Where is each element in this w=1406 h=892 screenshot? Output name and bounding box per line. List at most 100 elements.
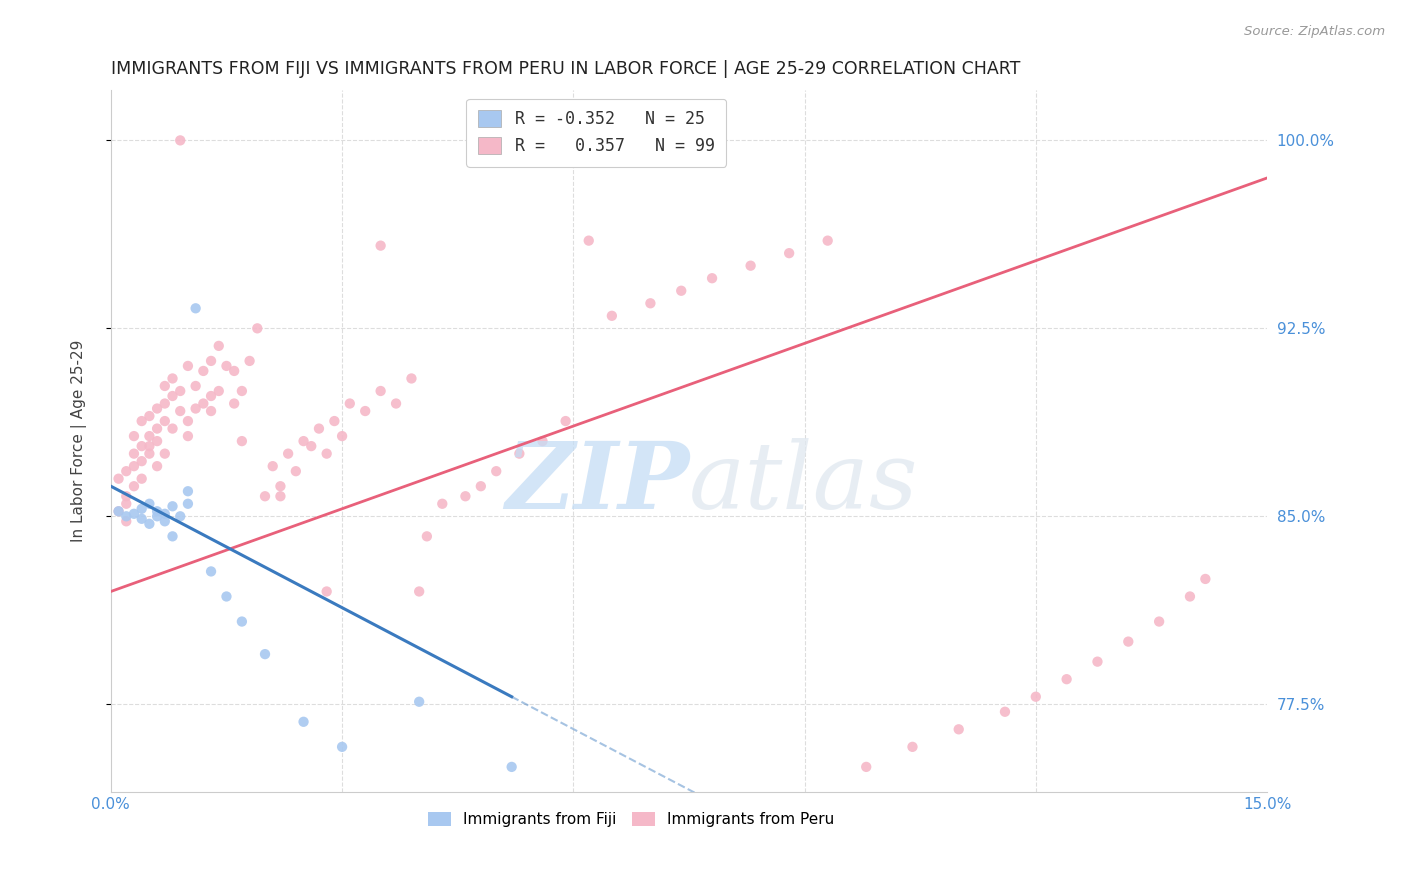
Point [817, 234, 839, 248]
Point [208, 339, 231, 353]
Point [416, 529, 439, 543]
Point [554, 414, 576, 428]
Point [131, 472, 153, 486]
Point [215, 590, 238, 604]
Point [107, 504, 129, 518]
Point [162, 421, 184, 435]
Point [177, 414, 200, 428]
Point [855, 760, 877, 774]
Point [292, 714, 315, 729]
Point [432, 497, 454, 511]
Point [131, 439, 153, 453]
Point [508, 447, 530, 461]
Text: ZIP: ZIP [505, 438, 689, 528]
Point [153, 396, 176, 410]
Point [131, 414, 153, 428]
Point [122, 479, 145, 493]
Point [193, 396, 215, 410]
Point [146, 459, 169, 474]
Point [107, 472, 129, 486]
Point [262, 459, 284, 474]
Point [948, 723, 970, 737]
Point [401, 371, 423, 385]
Point [200, 565, 222, 579]
Point [146, 401, 169, 416]
Point [169, 384, 191, 398]
Point [569, 138, 592, 153]
Legend: Immigrants from Fiji, Immigrants from Peru: Immigrants from Fiji, Immigrants from Pe… [422, 805, 841, 833]
Point [122, 447, 145, 461]
Point [253, 647, 276, 661]
Text: atlas: atlas [689, 438, 918, 528]
Point [1178, 590, 1201, 604]
Point [153, 507, 176, 521]
Point [385, 396, 408, 410]
Point [122, 429, 145, 443]
Point [138, 516, 160, 531]
Point [115, 489, 138, 503]
Point [138, 497, 160, 511]
Point [224, 364, 246, 378]
Point [339, 396, 361, 410]
Point [138, 447, 160, 461]
Point [200, 404, 222, 418]
Point [184, 301, 207, 316]
Point [115, 497, 138, 511]
Point [231, 615, 253, 629]
Point [370, 384, 392, 398]
Point [138, 439, 160, 453]
Point [177, 484, 200, 499]
Point [146, 509, 169, 524]
Point [224, 396, 246, 410]
Point [122, 459, 145, 474]
Point [470, 479, 492, 493]
Point [485, 464, 508, 478]
Point [1087, 655, 1109, 669]
Point [138, 409, 160, 423]
Point [177, 359, 200, 373]
Point [246, 321, 269, 335]
Point [153, 379, 176, 393]
Point [292, 434, 315, 449]
Point [299, 439, 322, 453]
Point [162, 529, 184, 543]
Point [193, 364, 215, 378]
Point [153, 414, 176, 428]
Point [531, 434, 554, 449]
Point [122, 507, 145, 521]
Point [131, 501, 153, 516]
Point [253, 489, 276, 503]
Point [153, 514, 176, 528]
Point [1025, 690, 1047, 704]
Point [700, 271, 723, 285]
Point [315, 447, 337, 461]
Point [1116, 634, 1139, 648]
Point [354, 404, 377, 418]
Point [330, 429, 353, 443]
Y-axis label: In Labor Force | Age 25-29: In Labor Force | Age 25-29 [72, 340, 87, 542]
Point [231, 384, 253, 398]
Point [370, 238, 392, 252]
Point [284, 464, 307, 478]
Point [131, 454, 153, 468]
Point [115, 514, 138, 528]
Point [208, 384, 231, 398]
Point [200, 389, 222, 403]
Point [169, 133, 191, 147]
Point [330, 739, 353, 754]
Point [408, 584, 430, 599]
Point [408, 695, 430, 709]
Point [600, 309, 623, 323]
Point [994, 705, 1017, 719]
Point [146, 434, 169, 449]
Point [269, 479, 291, 493]
Point [177, 497, 200, 511]
Point [162, 389, 184, 403]
Text: IMMIGRANTS FROM FIJI VS IMMIGRANTS FROM PERU IN LABOR FORCE | AGE 25-29 CORRELAT: IMMIGRANTS FROM FIJI VS IMMIGRANTS FROM … [111, 60, 1021, 78]
Point [131, 512, 153, 526]
Point [107, 504, 129, 518]
Point [778, 246, 800, 260]
Point [1194, 572, 1216, 586]
Point [138, 429, 160, 443]
Point [169, 509, 191, 524]
